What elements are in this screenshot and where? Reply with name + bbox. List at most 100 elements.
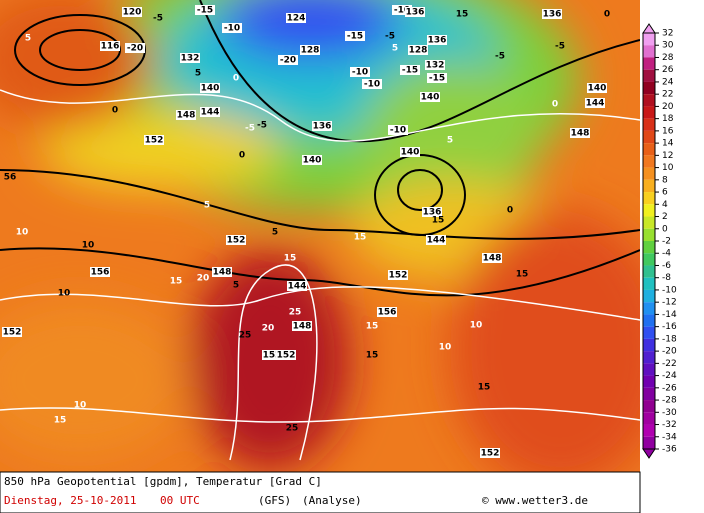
contour-label-bg: [212, 267, 232, 277]
colorbar-label: 8: [662, 175, 668, 185]
contour-label: 148: [483, 254, 502, 264]
contour-label: 0: [552, 100, 558, 110]
contour-label: 10: [16, 228, 29, 238]
contour-label-bg: [587, 83, 607, 93]
contour-label-bg: [100, 41, 120, 51]
contour-label: 152: [263, 351, 282, 361]
contour-label-bg: [345, 31, 365, 41]
colorbar-segment: [643, 265, 655, 278]
contour-label: 10: [74, 401, 87, 411]
contour-label-bg: [287, 281, 307, 291]
contour-label: 15: [432, 216, 445, 226]
contour-label: 5: [447, 136, 453, 146]
contour-label-bg: [226, 235, 246, 245]
contour-label: 128: [301, 46, 320, 56]
contour-label: -10: [390, 126, 406, 136]
colorbar-segment: [643, 241, 655, 254]
colorbar-label: -36: [662, 445, 677, 455]
contour-label-bg: [125, 43, 145, 53]
colorbar-label: -14: [662, 310, 677, 320]
contour-label: 148: [571, 129, 590, 139]
contour-label: 152: [277, 351, 296, 361]
colorbar-label: -30: [662, 408, 677, 418]
colorbar-label: -32: [662, 420, 677, 430]
colorbar-segment: [643, 57, 655, 70]
contour-label: 15: [284, 254, 297, 264]
contour-label: 144: [288, 282, 307, 292]
contour-label: 15: [516, 270, 529, 280]
contour-label: -10: [352, 68, 368, 78]
contour-label: 148: [213, 268, 232, 278]
footer-model: (GFS): [258, 494, 291, 507]
colorbar-segment: [643, 192, 655, 205]
contour-label-bg: [480, 448, 500, 458]
contour-label: 116: [101, 42, 120, 52]
contour-label: 140: [588, 84, 607, 94]
contour-label: 120: [123, 8, 142, 18]
contour-label: 152: [389, 271, 408, 281]
contour-label: 0: [604, 10, 610, 20]
colorbar-segment: [643, 338, 655, 352]
contour-label: -5: [555, 42, 565, 52]
colorbar-segment: [643, 289, 655, 303]
colorbar-segment: [643, 302, 655, 315]
contour-label: -5: [385, 32, 395, 42]
footer-run: (Analyse): [302, 494, 362, 507]
contour-label: 10: [82, 241, 95, 251]
contour-label-bg: [2, 327, 22, 337]
colorbar-arrow-bottom: [642, 448, 656, 459]
contour-label: 144: [427, 236, 446, 246]
contour-label-bg: [300, 45, 320, 55]
colorbar-segment: [643, 326, 655, 339]
colorbar-segment: [643, 118, 655, 131]
contour-label: 20: [262, 324, 275, 334]
colorbar-segment: [643, 400, 655, 413]
contour-label: 25: [239, 331, 252, 341]
contour-label: 152: [481, 449, 500, 459]
contour-label: 132: [181, 54, 200, 64]
contour-label-bg: [377, 307, 397, 317]
colorbar-label: -12: [662, 298, 677, 308]
contour-label-bg: [392, 5, 412, 15]
contour-label: 15: [170, 277, 183, 287]
contour-label: -15: [347, 32, 363, 42]
colorbar-label: 16: [662, 126, 674, 136]
colorbar-segment: [643, 204, 655, 217]
footer-title: 850 hPa Geopotential [gpdm], Temperatur …: [4, 475, 322, 488]
contour-label: 156: [378, 308, 397, 318]
contour-label: 124: [287, 14, 306, 24]
colorbar-segment: [643, 106, 655, 119]
contour-label: 5: [195, 69, 201, 79]
contour-label-bg: [427, 73, 447, 83]
contour-label: 0: [239, 151, 245, 161]
colorbar-label: 0: [662, 224, 668, 234]
contour-label: 10: [470, 321, 483, 331]
contour-label: 136: [543, 10, 562, 20]
contour-label-bg: [350, 67, 370, 77]
colorbar-label: 4: [662, 200, 668, 210]
contour-label-bg: [422, 207, 442, 217]
footer-box: [0, 471, 641, 513]
colorbar-label: 14: [662, 139, 674, 149]
colorbar-segment: [643, 436, 655, 449]
colorbar-label: -26: [662, 383, 677, 393]
contour-label-bg: [312, 121, 332, 131]
contour-label: 136: [313, 122, 332, 132]
contour-label: -5: [153, 14, 163, 24]
contour-label: -5: [257, 121, 267, 131]
colorbar-label: -16: [662, 322, 677, 332]
colorbar-label: -6: [662, 261, 671, 271]
colorbar-label: 10: [662, 163, 674, 173]
colorbar-label: -22: [662, 359, 677, 369]
colorbar-label: 24: [662, 77, 674, 87]
contour-label-bg: [570, 128, 590, 138]
contour-label: 10: [58, 289, 71, 299]
contour-label-bg: [195, 5, 215, 15]
contour-label: 15: [54, 416, 67, 426]
contour-label: -10: [394, 6, 410, 16]
contour-label: 136: [423, 208, 442, 218]
colorbar-label: 18: [662, 114, 674, 124]
colorbar-segment: [643, 45, 655, 58]
colorbar-segment: [643, 143, 655, 156]
colorbar-segment: [643, 81, 655, 95]
